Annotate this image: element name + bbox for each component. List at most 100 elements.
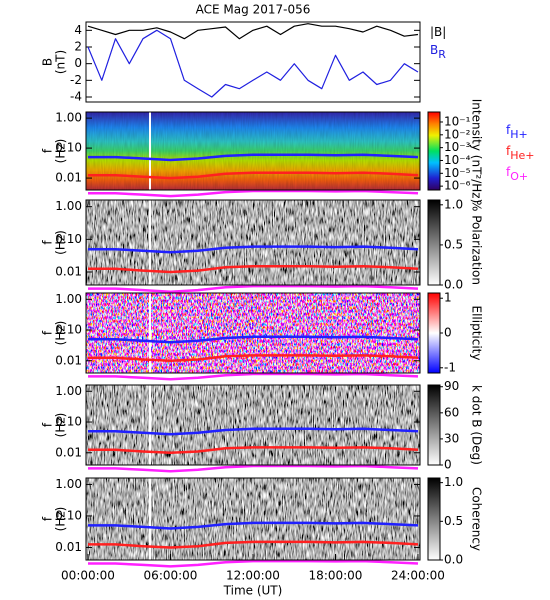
series-line — [88, 559, 419, 568]
colorbar-tick-label: 60 — [444, 405, 459, 419]
colorbar-tick-label: 1.0 — [444, 197, 463, 211]
y-tick-label: 1.00 — [55, 477, 82, 491]
chart-title: ACE Mag 2017-056 — [196, 3, 311, 17]
series-line — [88, 335, 419, 344]
y-axis-label: (Hz) — [54, 507, 68, 532]
y-tick-label: 0.01 — [55, 540, 82, 554]
series-line — [87, 23, 419, 40]
series-line — [88, 354, 419, 363]
colorbar-tick-label: -1 — [444, 360, 456, 374]
colorbar-tick-label: 1.0 — [444, 475, 463, 489]
y-axis-label: B — [41, 58, 55, 66]
y-tick-label: 0.01 — [55, 171, 82, 185]
legend-label: fH+ — [506, 123, 528, 142]
spectrogram-bg — [86, 200, 420, 285]
y-tick-label: 1.00 — [55, 199, 82, 213]
y-axis-label: (Hz) — [54, 413, 68, 438]
colorbar-tick-label: 0.0 — [444, 553, 463, 567]
y-tick-label: 1.00 — [55, 384, 82, 398]
y-tick-label: 0.01 — [55, 445, 82, 459]
colorbar-tick-label: 0.5 — [444, 237, 463, 251]
spectrogram-bg — [86, 478, 420, 560]
y-axis-label: f — [41, 330, 55, 335]
y-tick-label: -2 — [70, 73, 82, 87]
series-line — [88, 245, 419, 254]
x-tick-label: 18:00:00 — [309, 569, 363, 583]
y-axis-label: (Hz) — [54, 230, 68, 255]
y-tick-label: 0.10 — [55, 323, 82, 337]
colorbar-tick-label: 0.0 — [444, 278, 463, 292]
colorbar-label: Intensity (nT²/Hz) — [470, 99, 484, 204]
colorbar — [427, 111, 441, 191]
y-tick-label: 0.01 — [55, 265, 82, 279]
y-axis-label: (Hz) — [54, 139, 68, 164]
y-tick-label: 1.00 — [55, 111, 82, 125]
colorbar-tick-label: 10⁻² — [444, 127, 471, 141]
x-tick-label: 24:00:00 — [391, 569, 445, 583]
colorbar-tick-label: 1 — [444, 291, 452, 305]
y-tick-label: 0.10 — [55, 232, 82, 246]
series-line — [88, 153, 419, 162]
plot-frame — [85, 111, 421, 191]
colorbar — [427, 477, 441, 561]
y-axis-label: f — [41, 240, 55, 245]
y-tick-label: 4 — [74, 23, 82, 37]
x-axis-label: Time (UT) — [223, 584, 283, 598]
colorbar — [427, 384, 441, 466]
colorbar-tick-label: 10⁻³ — [444, 140, 471, 154]
legend-label: BR — [430, 43, 446, 62]
x-tick-label: 06:00:00 — [144, 569, 198, 583]
colorbar-label: k dot B (Deg) — [470, 385, 484, 465]
plot-frame — [85, 384, 421, 466]
colorbar-tick-label: 30 — [444, 431, 459, 445]
series-line — [88, 521, 419, 530]
colorbar-label: Ellipticity — [470, 306, 484, 361]
series-line — [88, 171, 419, 180]
y-tick-label: 0.10 — [55, 508, 82, 522]
legend-label: |B| — [430, 25, 446, 39]
y-tick-label: -4 — [70, 90, 82, 104]
y-axis-label: f — [41, 422, 55, 427]
colorbar-tick-label: 0 — [444, 326, 452, 340]
spectrogram-bg — [86, 385, 420, 465]
y-tick-label: 0 — [74, 56, 82, 70]
plot-frame — [85, 21, 421, 103]
y-tick-label: 2 — [74, 40, 82, 54]
series-line — [88, 264, 419, 274]
series-line — [88, 540, 419, 549]
series-line — [87, 29, 419, 98]
spectrogram-texture — [86, 112, 420, 190]
x-tick-label: 00:00:00 — [61, 569, 115, 583]
series-line — [88, 284, 419, 293]
series-line — [88, 464, 419, 473]
colorbar-tick-label: 10⁻¹ — [444, 114, 471, 128]
series-line — [88, 372, 419, 381]
x-tick-label: 12:00:00 — [226, 569, 280, 583]
colorbar-label: Coherency — [470, 487, 484, 551]
colorbar — [427, 292, 441, 374]
legend-label: fHe+ — [506, 144, 535, 163]
plot-frame — [85, 292, 421, 374]
y-tick-label: 0.01 — [55, 353, 82, 367]
y-axis-label: (nT) — [54, 50, 68, 74]
colorbar-tick-label: 90 — [444, 379, 459, 393]
y-axis-label: (Hz) — [54, 321, 68, 346]
colorbar-label: % Polarization — [470, 200, 484, 285]
colorbar-tick-label: 10⁻⁶ — [444, 179, 471, 193]
colorbar-tick-label: 10⁻⁴ — [444, 153, 471, 167]
spectrogram-bg — [86, 293, 420, 373]
y-axis-label: f — [41, 148, 55, 153]
y-tick-label: 0.10 — [55, 141, 82, 155]
y-tick-label: 0.10 — [55, 415, 82, 429]
colorbar-tick-label: 0.5 — [444, 514, 463, 528]
series-line — [88, 446, 419, 455]
plot-frame — [85, 199, 421, 286]
series-line — [88, 189, 419, 198]
colorbar — [427, 199, 441, 286]
legend-label: fO+ — [506, 165, 528, 184]
y-axis-label: f — [41, 516, 55, 521]
series-line — [88, 427, 419, 436]
colorbar-tick-label: 10⁻⁵ — [444, 166, 471, 180]
colorbar-tick-label: 0 — [444, 458, 452, 472]
